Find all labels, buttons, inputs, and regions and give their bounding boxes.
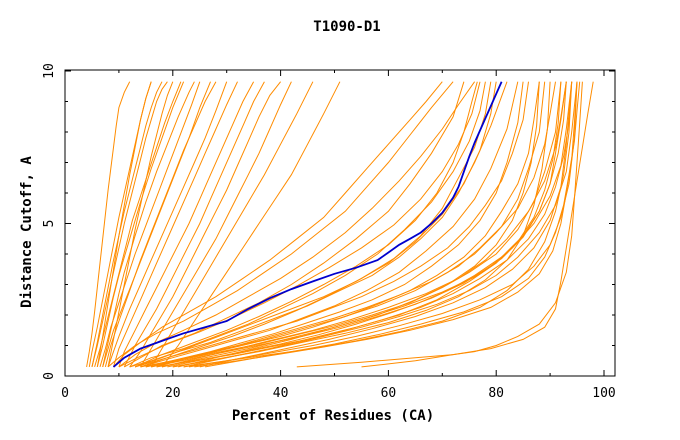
x-tick-label: 100 [592, 386, 615, 401]
x-tick-label: 60 [381, 386, 397, 401]
model-curve-16 [123, 81, 265, 368]
model-curve-18 [140, 81, 292, 368]
y-axis-ticks: 0 5 10 [42, 63, 615, 380]
model-curve-30 [134, 81, 529, 368]
x-tick-label: 80 [488, 386, 504, 401]
model-curve-20 [161, 81, 341, 368]
model-curve-3 [91, 81, 168, 368]
model-curve-27 [129, 81, 508, 368]
model-curve-14 [113, 81, 238, 368]
model-curve-17 [129, 81, 281, 368]
model-curve-44 [199, 81, 573, 368]
model-curve-22 [113, 81, 443, 368]
model-curve-1 [86, 81, 131, 367]
highlight-layer [112, 81, 503, 368]
model-curve-39 [172, 81, 578, 368]
model-curve-46 [134, 81, 478, 368]
model-curve-42 [183, 81, 562, 368]
model-curve-25 [129, 81, 486, 368]
x-axis-label: Percent of Residues (CA) [232, 408, 434, 424]
model-curve-7 [96, 81, 185, 368]
model-curve-28 [140, 81, 519, 368]
model-curve-19 [150, 81, 314, 368]
model-curve-2 [88, 81, 152, 367]
model-curve-52 [296, 81, 583, 368]
series-layer [86, 81, 594, 368]
model-curve-33 [156, 81, 556, 368]
chart-title: T1090-D1 [313, 19, 380, 35]
model-curve-37 [156, 81, 573, 368]
model-curve-45 [172, 81, 551, 368]
x-axis-ticks: 0 20 40 60 80 100 [61, 70, 616, 401]
model-curve-41 [161, 81, 540, 368]
model-curve-53 [361, 81, 594, 368]
x-tick-label: 0 [61, 386, 69, 401]
y-axis-label: Distance Cutoff, A [19, 156, 35, 308]
model-curve-11 [104, 81, 217, 368]
model-curve-23 [118, 81, 476, 368]
model-curve-48 [118, 81, 481, 368]
x-tick-label: 40 [273, 386, 289, 401]
model-curve-4 [91, 81, 163, 368]
model-curve-6 [96, 81, 152, 367]
model-curve-5 [94, 81, 182, 368]
model-curve-34 [145, 81, 562, 368]
y-tick-label: 0 [42, 372, 57, 380]
model-curve-15 [118, 81, 255, 368]
y-tick-label: 10 [42, 63, 57, 79]
model-curve-9 [102, 81, 195, 368]
model-curve-32 [140, 81, 546, 368]
y-tick-label: 5 [42, 220, 57, 228]
model-curve-51 [205, 81, 581, 368]
model-curve-29 [145, 81, 524, 368]
model-curve-21 [107, 81, 454, 368]
highlighted-model-curve [112, 81, 503, 368]
model-curve-36 [161, 81, 567, 368]
model-curve-13 [107, 81, 174, 367]
model-curve-40 [178, 81, 567, 368]
model-curve-12 [107, 81, 228, 368]
model-curve-38 [167, 81, 573, 368]
x-tick-label: 20 [165, 386, 181, 401]
